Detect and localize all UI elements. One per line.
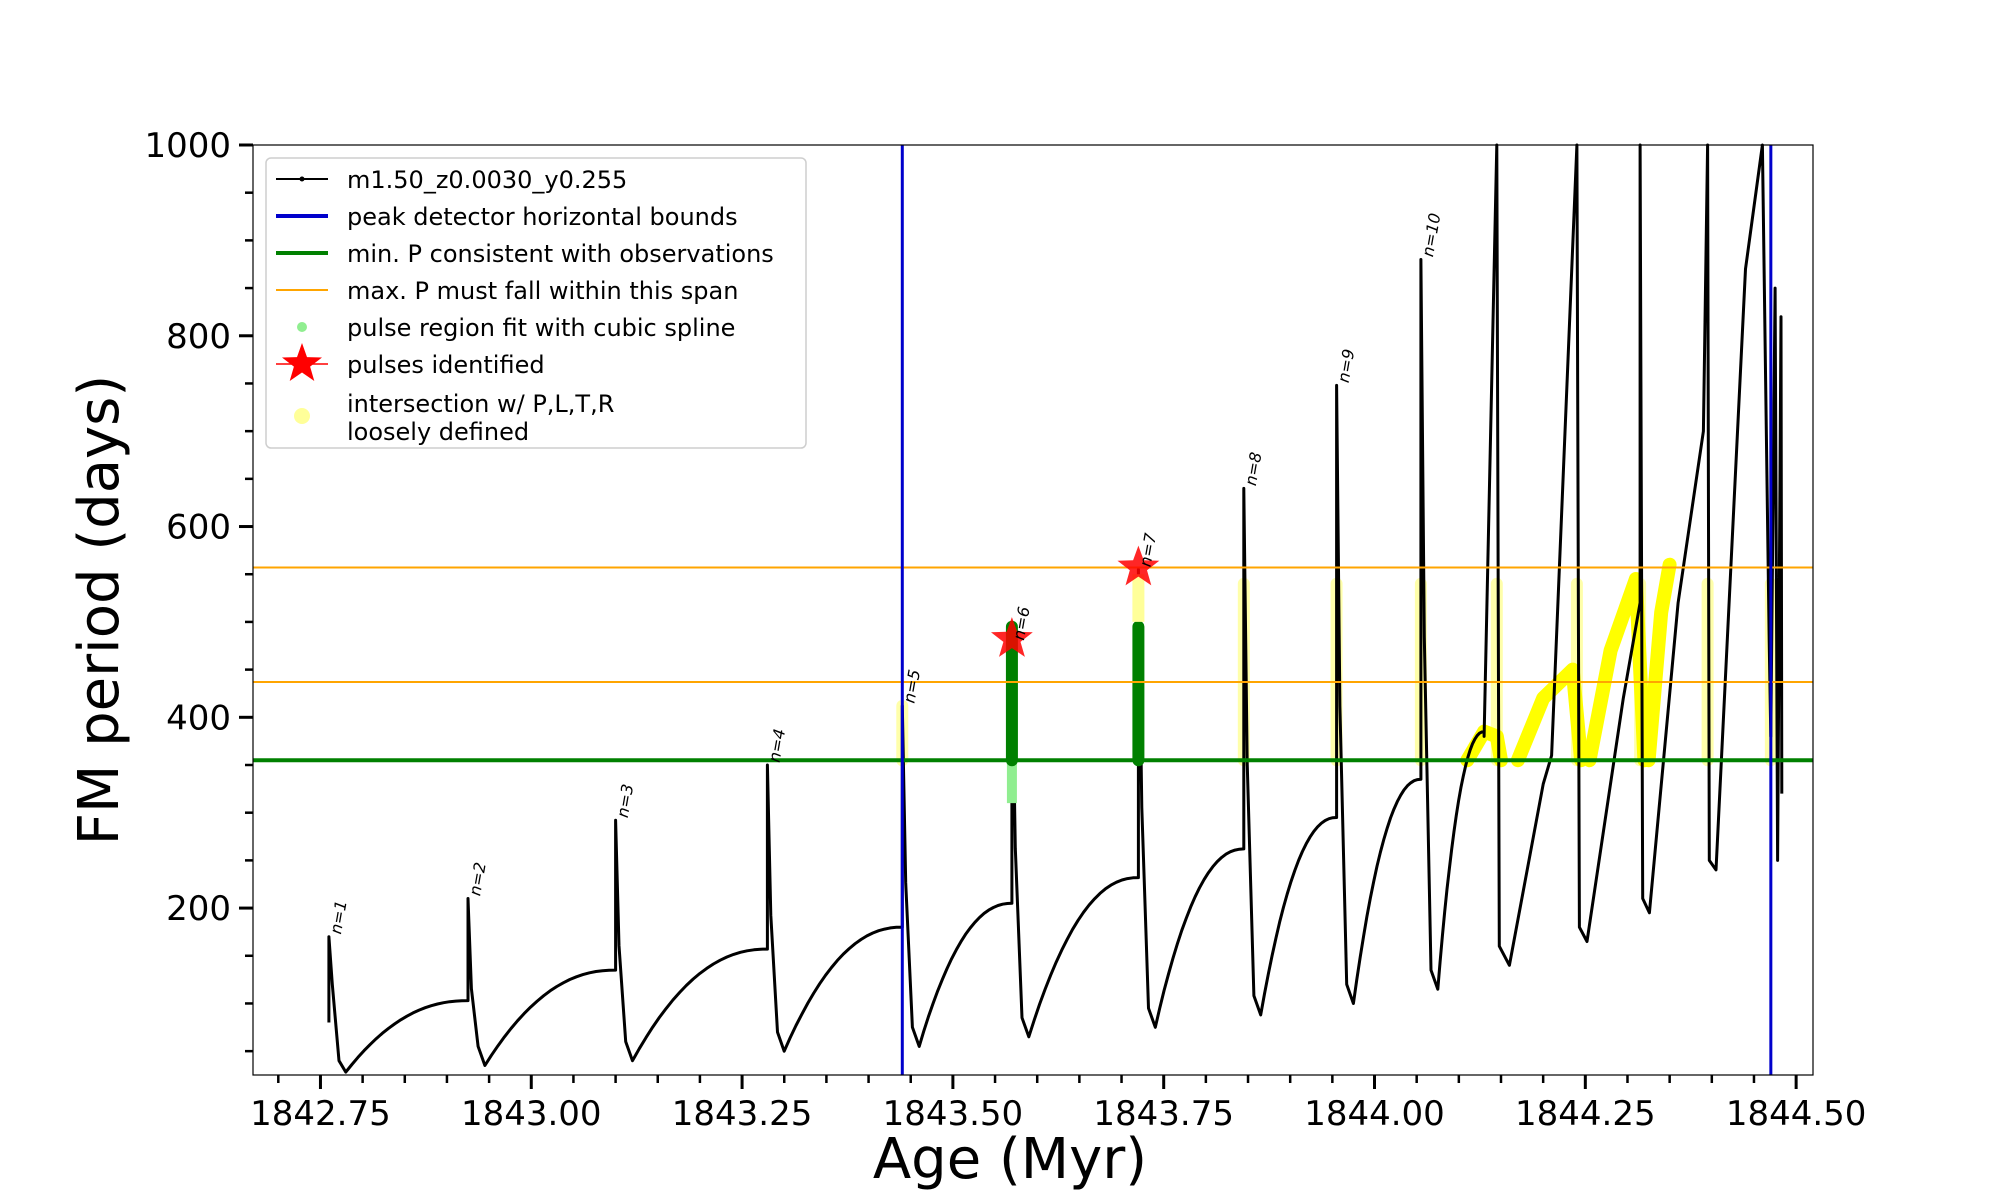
ticks-layer: 1842.75 1843.00 1843.25 1843.50 1843.75 1844.… bbox=[144, 126, 1866, 1134]
y-tick-label: 1000 bbox=[144, 126, 231, 166]
reference-lines-layer bbox=[253, 145, 1813, 1075]
legend-swatch bbox=[294, 408, 310, 424]
y-tick-label: 200 bbox=[166, 889, 231, 929]
legend-swatch bbox=[297, 322, 307, 332]
legend-label: pulse region fit with cubic spline bbox=[347, 314, 735, 342]
x-tick-label: 1843.00 bbox=[461, 1094, 602, 1134]
x-tick-label: 1842.75 bbox=[250, 1094, 391, 1134]
x-tick-label: 1844.25 bbox=[1515, 1094, 1656, 1134]
plot-frame bbox=[252, 144, 1814, 1076]
legend-label: peak detector horizontal bounds bbox=[347, 203, 738, 231]
y-tick-label: 400 bbox=[166, 698, 231, 738]
x-tick-label: 1844.00 bbox=[1304, 1094, 1445, 1134]
legend-label: pulses identified bbox=[347, 351, 545, 379]
x-tick-label: 1843.25 bbox=[672, 1094, 813, 1134]
legend-label: intersection w/ P,L,T,R bbox=[347, 390, 614, 418]
legend-label: min. P consistent with observations bbox=[347, 240, 774, 268]
period-curve bbox=[327, 143, 1784, 1074]
x-tick-label: 1843.75 bbox=[1093, 1094, 1234, 1134]
intersection-arc bbox=[1582, 572, 1652, 768]
star-layer bbox=[991, 545, 1160, 657]
legend-label: m1.50_z0.0030_y0.255 bbox=[347, 166, 627, 194]
legend-swatch bbox=[299, 176, 305, 182]
spline-fit-layer bbox=[1005, 574, 1145, 804]
pulse-star bbox=[1117, 545, 1160, 586]
x-axis-title: Age (Myr) bbox=[873, 1127, 1147, 1192]
legend-label: loosely defined bbox=[347, 418, 529, 446]
pulse-curve-layer bbox=[327, 143, 1784, 1074]
pulse-star bbox=[991, 617, 1033, 657]
intersection-arc bbox=[1510, 662, 1589, 768]
x-tick-label: 1843.50 bbox=[883, 1094, 1024, 1134]
y-axis-title: FM period (days) bbox=[67, 375, 132, 845]
y-tick-label: 800 bbox=[166, 317, 231, 357]
legend-swatch bbox=[282, 343, 322, 381]
y-tick-label: 600 bbox=[166, 508, 231, 548]
legend-box bbox=[265, 157, 807, 449]
x-tick-label: 1844.50 bbox=[1726, 1094, 1867, 1134]
legend-label: max. P must fall within this span bbox=[347, 277, 738, 305]
intersection-arc bbox=[1641, 557, 1677, 768]
